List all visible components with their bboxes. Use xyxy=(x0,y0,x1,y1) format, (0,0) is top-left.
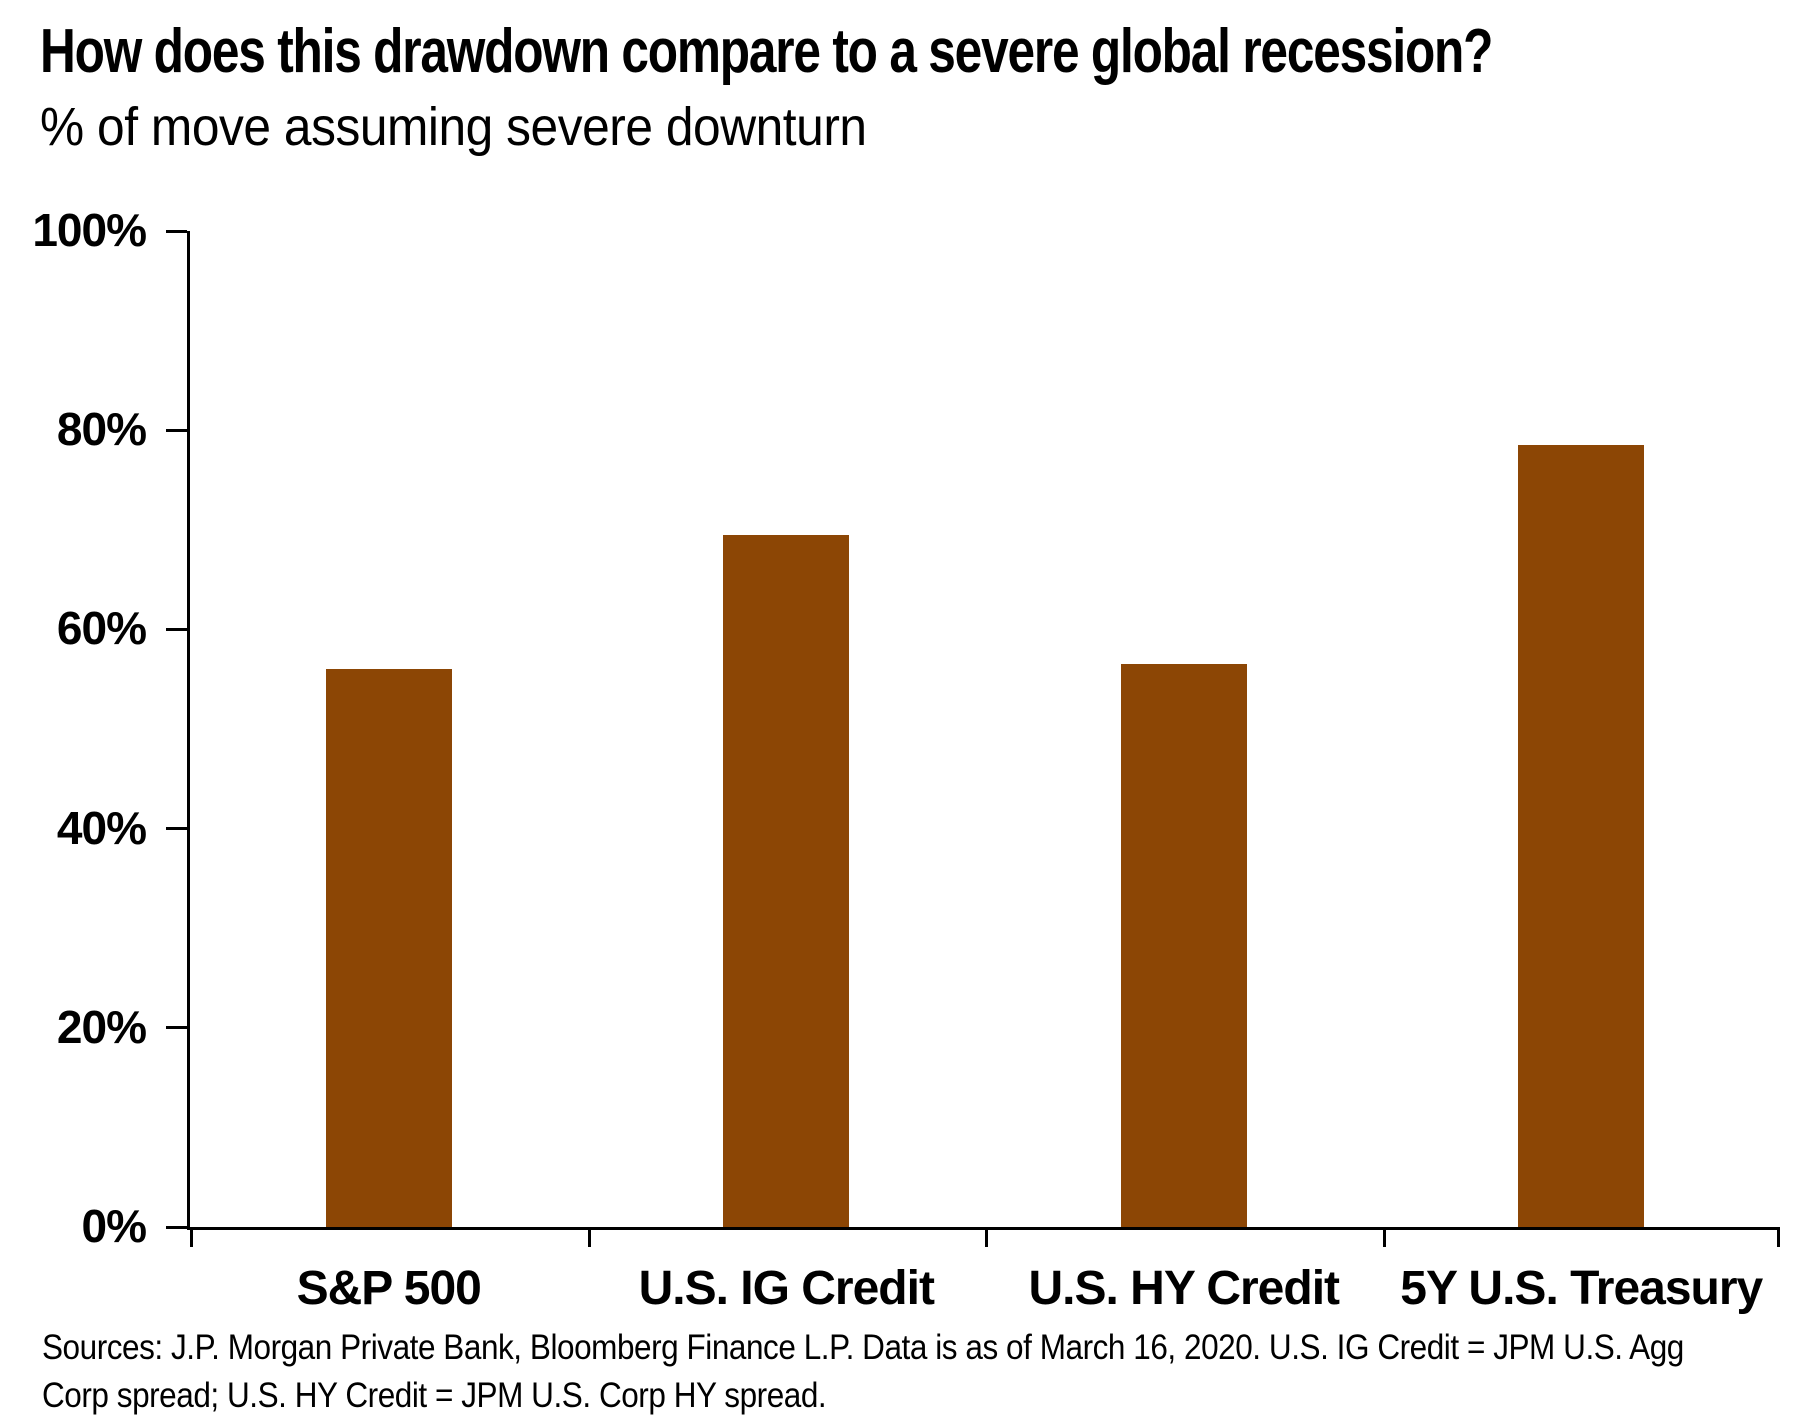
bar-slots: S&P 500 U.S. IG Credit U.S. HY Credit 5Y U.… xyxy=(190,231,1781,1315)
bar-slot: U.S. HY Credit xyxy=(985,231,1383,1315)
x-axis-tick xyxy=(190,1230,193,1247)
x-axis-tick xyxy=(985,1230,988,1247)
bar-slot: S&P 500 xyxy=(190,231,588,1315)
bar-u-s-hy-credit xyxy=(1120,664,1247,1227)
bar-5y-u-s-treasury xyxy=(1518,445,1645,1227)
chart-subtitle: % of move assuming severe downturn xyxy=(40,97,867,157)
y-tick-label: 60% xyxy=(56,602,147,655)
y-tick xyxy=(166,1225,187,1229)
y-tick-label: 0% xyxy=(81,1199,147,1252)
source-line-1: Sources: J.P. Morgan Private Bank, Bloom… xyxy=(42,1328,1684,1367)
y-tick-label: 40% xyxy=(56,801,147,854)
plot-area: 0% 20% 40% 60% 80% 100% S&P 500 U.S. IG Credit U… xyxy=(32,204,1781,1315)
x-axis-tick xyxy=(1777,1230,1780,1247)
y-tick-label: 80% xyxy=(56,403,147,456)
y-tick-label: 100% xyxy=(32,203,147,256)
source-note: Sources: J.P. Morgan Private Bank, Bloom… xyxy=(42,1324,1684,1420)
y-tick xyxy=(166,627,187,631)
category-label: U.S. IG Credit xyxy=(638,1262,935,1315)
y-tick-label: 20% xyxy=(56,1000,147,1053)
bar-s-p-500 xyxy=(325,669,452,1227)
bar-slot: U.S. IG Credit xyxy=(588,231,986,1315)
bar-slot: 5Y U.S. Treasury xyxy=(1383,231,1781,1315)
y-tick xyxy=(166,428,187,432)
y-tick xyxy=(166,229,187,233)
x-axis-tick xyxy=(1382,1230,1386,1247)
category-label: 5Y U.S. Treasury xyxy=(1400,1262,1763,1315)
y-tick xyxy=(166,827,187,831)
x-axis-tick xyxy=(587,1230,591,1247)
category-label: S&P 500 xyxy=(296,1262,482,1315)
category-label: U.S. HY Credit xyxy=(1028,1262,1340,1315)
bar-u-s-ig-credit xyxy=(723,534,850,1227)
chart-title: How does this drawdown compare to a seve… xyxy=(40,17,1493,86)
y-tick xyxy=(166,1026,187,1030)
source-line-2: Corp spread; U.S. HY Credit = JPM U.S. C… xyxy=(42,1376,827,1415)
